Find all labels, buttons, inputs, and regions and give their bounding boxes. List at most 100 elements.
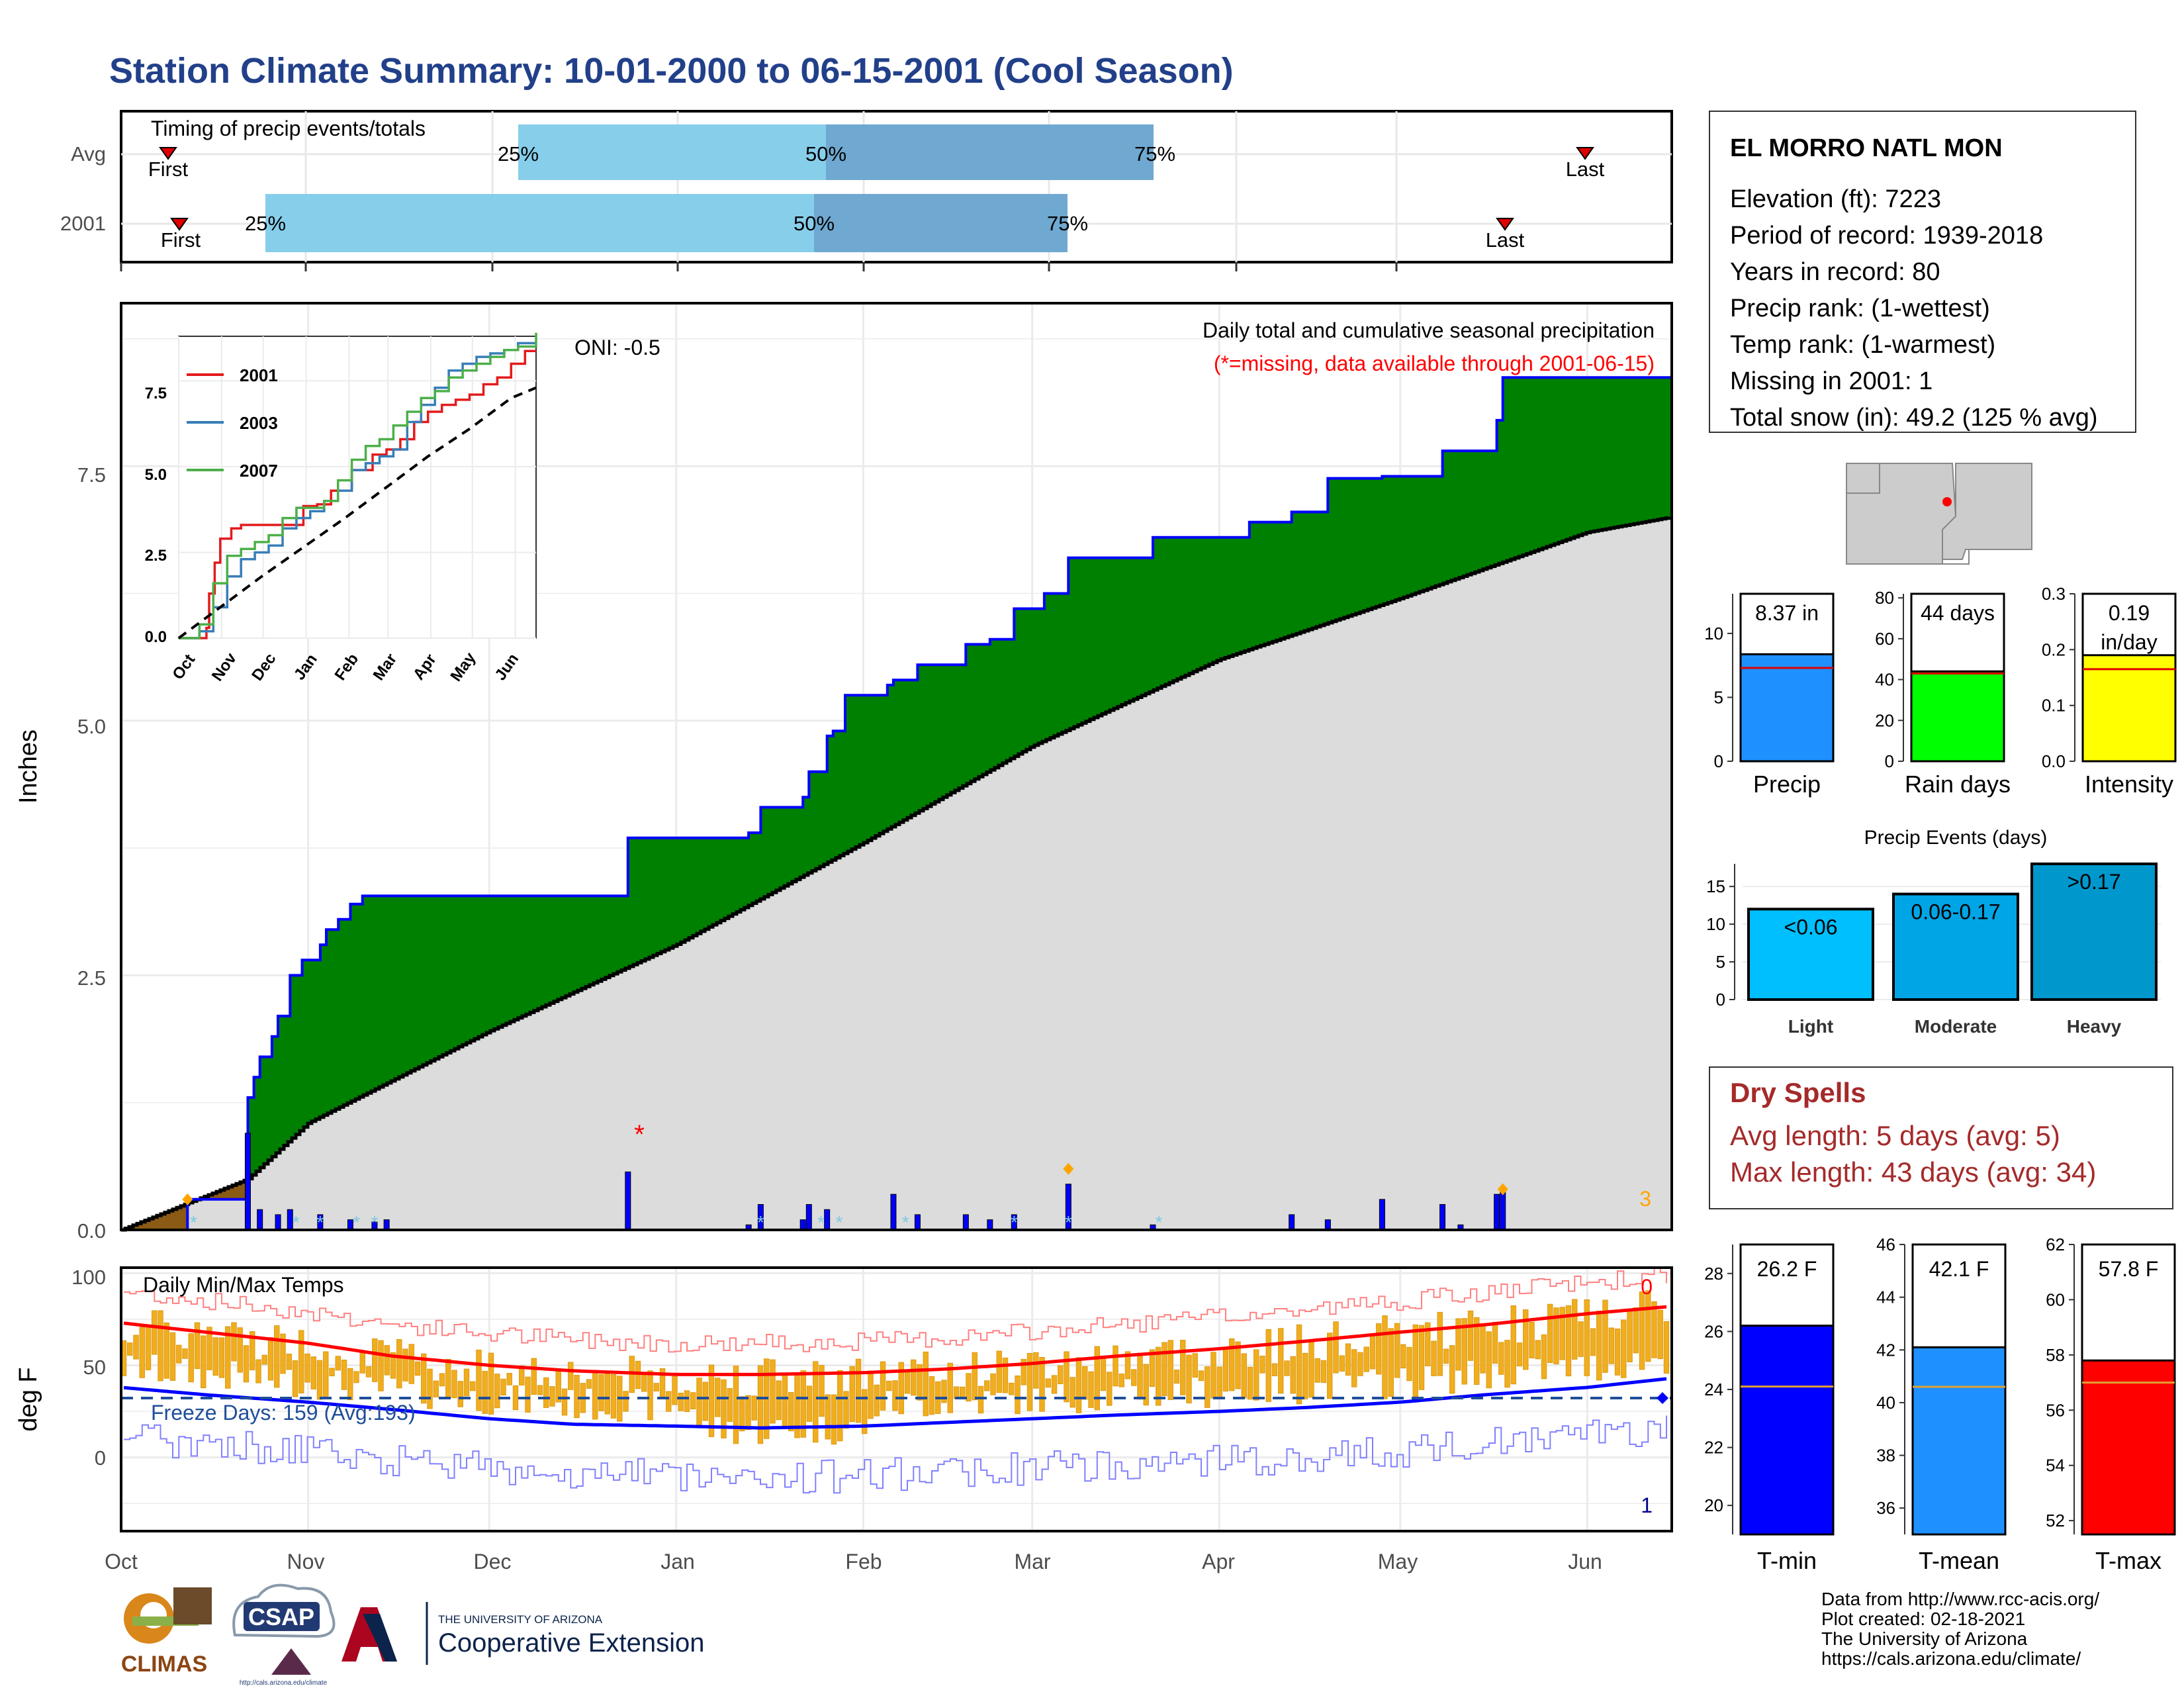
events-bar-label: >0.17 [2068,870,2121,894]
daily-temp-range-bar [1149,1349,1156,1387]
inset-ytick: 5.0 [145,466,167,484]
daily-temp-range-bar [1590,1328,1596,1356]
daily-temp-range-bar [1302,1352,1308,1399]
temp-bar-label: T-mean [1919,1547,1999,1574]
daily-temp-range-bar [1584,1299,1590,1376]
daily-temp-range-bar [1278,1328,1284,1394]
daily-temp-range-bar [1235,1341,1241,1389]
temp-bar-chart-1: 36 38 40 42 44 46 42.1 F T-mean [1876,1235,2007,1574]
mini-bar-tick-label: 0 [1714,751,1723,771]
daily-temp-range-bar [855,1358,862,1423]
events-bar [1747,908,1874,1002]
precip-ytick: 2.5 [77,966,106,990]
daily-temp-range-bar [433,1380,439,1397]
daily-temp-range-bar [298,1330,304,1393]
daily-temp-range-bar [947,1362,953,1413]
daily-temp-range-bar [1572,1299,1578,1360]
daily-temp-range-bar [1351,1349,1357,1387]
daily-temp-range-bar [1553,1307,1559,1364]
daily-temp-range-bar [751,1395,757,1421]
month-tick: Feb [845,1550,882,1573]
daily-temp-range-bar [1241,1353,1247,1399]
daily-temp-range-bar [966,1373,972,1402]
daily-temp-range-bar [414,1361,421,1376]
daily-precip-bar [890,1194,897,1231]
daily-temp-range-bar [451,1370,457,1399]
daily-temp-range-bar [365,1366,372,1378]
daily-temp-range-bar [255,1359,261,1383]
daily-temp-range-bar [250,1331,255,1371]
daily-temp-range-bar [635,1360,641,1389]
month-tick: Oct [105,1550,138,1573]
daily-temp-range-bar [843,1391,849,1429]
daily-temp-range-bar [396,1338,402,1389]
temp-ylabel: deg F [15,1367,42,1431]
daily-temp-range-bar [1290,1356,1296,1394]
daily-temp-range-bar [274,1325,280,1388]
daily-temp-range-bar [1376,1323,1382,1375]
temp-bar-label: T-max [2095,1547,2161,1574]
daily-temp-range-bar [316,1360,323,1400]
temp-bar-tick-label: 54 [2046,1456,2065,1476]
daily-temp-range-bar [727,1388,733,1422]
daily-temp-range-bar [169,1332,176,1381]
daily-temp-range-bar [341,1360,347,1390]
daily-temp-range-bar [1308,1341,1314,1398]
events-tick-label: 10 [1706,914,1725,934]
trace-precip-marker: * [371,1212,378,1233]
record-max-line [124,1268,1667,1353]
daily-temp-range-bar [1467,1310,1474,1361]
daily-temp-range-bar [1051,1375,1058,1394]
daily-temp-range-bar [1021,1358,1026,1385]
timing-2001-late-bar [814,194,1068,252]
daily-temp-range-bar [182,1348,188,1359]
daily-temp-range-bar [1156,1346,1161,1406]
mini-bar-tick-label: 5 [1714,687,1723,707]
daily-temp-range-bar [862,1389,868,1434]
daily-temp-range-bar [1039,1356,1045,1412]
daily-temp-range-bar [1314,1358,1320,1383]
cumulative-deficit-area [121,1098,248,1230]
temp-bar-value [2081,1359,2176,1536]
daily-temp-range-bar [1621,1319,1627,1378]
daily-temp-range-bar [1131,1369,1137,1386]
daily-temp-range-bar [1541,1334,1547,1380]
events-bar [1892,892,2019,1001]
daily-temp-range-bar [1271,1363,1278,1376]
daily-temp-range-bar [678,1392,684,1411]
daily-temp-range-bar [929,1376,935,1415]
daily-temp-range-bar [163,1322,169,1379]
daily-temp-range-bar [237,1327,243,1373]
daily-precip-bar [1494,1194,1500,1231]
climas-logo: CLIMAS [121,1587,212,1677]
daily-temp-range-bar [408,1344,414,1384]
daily-temp-range-bar [1088,1371,1094,1408]
timing-2001-p75: 75% [1047,212,1088,235]
daily-temp-range-bar [1180,1339,1186,1395]
daily-temp-range-bar [267,1337,274,1381]
month-tick: Jun [1568,1550,1602,1573]
daily-temp-range-bar [1284,1360,1290,1376]
ua-logo-top: THE UNIVERSITY OF ARIZONA [438,1613,603,1626]
daily-temp-range-bar [1412,1324,1418,1397]
inset-ytick: 7.5 [145,385,167,402]
daily-temp-range-bar [586,1379,592,1389]
daily-temp-range-bar [1596,1310,1602,1381]
temp-bar-tick-label: 44 [1876,1288,1895,1307]
daily-temp-range-bar [1320,1360,1327,1383]
daily-temp-range-bar [1602,1299,1608,1373]
missing-note: (*=missing, data available through 2001-… [1214,352,1655,375]
mini-bar-tick-label: 0 [1885,751,1894,771]
precip-ytick: 5.0 [77,715,106,738]
daily-temp-range-bar [776,1380,782,1421]
daily-temp-range-bar [506,1373,512,1385]
daily-temp-range-bar [421,1353,427,1404]
daily-temp-range-bar [335,1356,341,1371]
cumulative-surplus-area [248,377,1672,1199]
daily-temp-range-bar [598,1374,604,1411]
temp-corner-top: 0 [1641,1275,1653,1299]
daily-temp-range-bar [1461,1318,1467,1385]
daily-temp-range-bar [1205,1366,1210,1408]
daily-temp-range-bar [512,1385,519,1411]
month-tick: Jan [660,1550,695,1573]
